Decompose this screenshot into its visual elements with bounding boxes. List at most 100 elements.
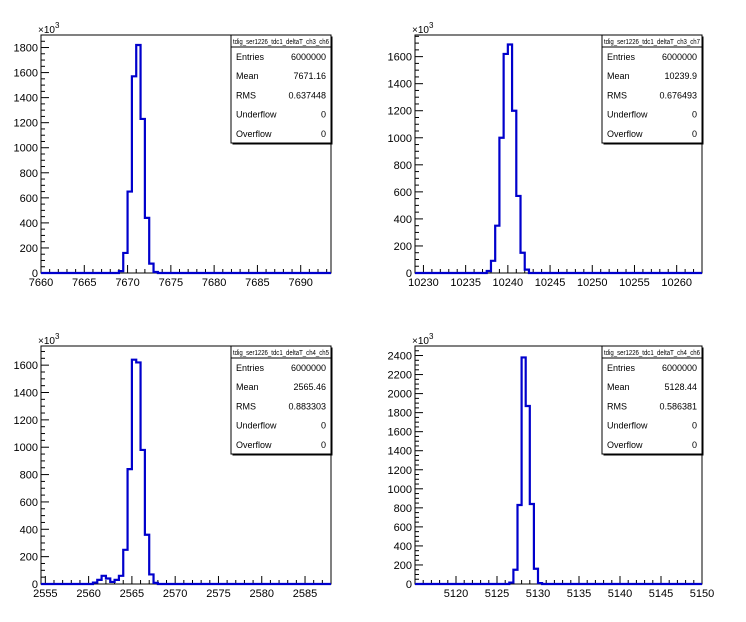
x-tick-label: 10235 xyxy=(450,277,481,289)
stats-label: RMS xyxy=(236,401,256,411)
x-tick-label: 7670 xyxy=(115,277,139,289)
stats-box: tdig_ser1226_tdc1_deltaT_ch3_ch6 Entries 6… xyxy=(230,34,333,145)
histogram-pad-4: 5120 5125 5130 5135 5140 5145 5150 0 200 400 600 80… xyxy=(388,332,715,600)
y-tick-label: 1800 xyxy=(14,43,38,55)
y-exponent-power: 3 xyxy=(429,21,434,30)
x-tick-label: 10240 xyxy=(493,277,524,289)
stats-value: 0 xyxy=(692,110,697,120)
y-exponent-label: ×103 xyxy=(38,332,60,347)
y-exponent-label: ×103 xyxy=(412,332,434,347)
stats-label: RMS xyxy=(236,90,256,100)
histogram-pad-3: 2555 2560 2565 2570 2575 2580 2585 0 200 400 600 80… xyxy=(14,332,333,600)
stats-value: 7671.16 xyxy=(293,71,326,81)
stats-value: 0.883303 xyxy=(288,401,326,411)
stats-box-frame xyxy=(230,34,332,144)
stats-label: Underflow xyxy=(607,421,648,431)
y-tick-label: 1200 xyxy=(388,106,412,118)
y-tick-label: 1800 xyxy=(388,408,412,420)
y-tick-label: 0 xyxy=(32,579,38,591)
x-tick-label: 5150 xyxy=(690,588,714,600)
stats-value: 0.637448 xyxy=(288,90,326,100)
y-tick-label: 1600 xyxy=(14,68,38,80)
x-tick-label: 5120 xyxy=(444,588,468,600)
x-tick-label: 10260 xyxy=(661,277,692,289)
y-tick-label: 1400 xyxy=(388,79,412,91)
y-tick-label: 1200 xyxy=(14,415,38,427)
y-tick-label: 400 xyxy=(394,541,412,553)
y-exponent-base: ×10 xyxy=(38,336,55,347)
stats-value: 0 xyxy=(321,129,326,139)
stats-value: 0 xyxy=(321,421,326,431)
y-tick-label: 800 xyxy=(394,160,412,172)
stats-value: 0 xyxy=(321,440,326,450)
stats-label: Underflow xyxy=(607,110,648,120)
stats-box: tdig_ser1226_tdc1_deltaT_ch4_ch5 Entries 6… xyxy=(230,345,333,456)
stats-label: Overflow xyxy=(607,440,643,450)
stats-title: tdig_ser1226_tdc1_deltaT_ch3_ch6 xyxy=(233,39,329,46)
x-tick-label: 10255 xyxy=(619,277,650,289)
stats-label: Entries xyxy=(607,363,636,373)
stats-label: RMS xyxy=(607,401,627,411)
y-tick-label: 1000 xyxy=(388,484,412,496)
x-tick-label: 5125 xyxy=(485,588,509,600)
y-tick-label: 1400 xyxy=(14,388,38,400)
stats-value: 6000000 xyxy=(291,363,326,373)
x-tick-label: 10245 xyxy=(535,277,566,289)
stats-box: tdig_ser1226_tdc1_deltaT_ch4_ch6 Entries 6… xyxy=(601,345,704,456)
y-exponent-base: ×10 xyxy=(412,25,429,36)
stats-label: Entries xyxy=(236,52,265,62)
stats-label: RMS xyxy=(607,90,627,100)
stats-value: 2565.46 xyxy=(293,382,326,392)
y-tick-label: 0 xyxy=(32,268,38,280)
y-tick-label: 1200 xyxy=(388,465,412,477)
y-tick-label: 400 xyxy=(20,218,38,230)
stats-value: 0 xyxy=(321,110,326,120)
y-exponent-label: ×103 xyxy=(38,21,60,36)
histogram-line xyxy=(415,43,702,275)
y-tick-label: 1000 xyxy=(388,133,412,145)
stats-value: 6000000 xyxy=(662,52,697,62)
y-tick-label: 600 xyxy=(394,522,412,534)
stats-value: 0.586381 xyxy=(659,401,697,411)
y-tick-label: 600 xyxy=(20,497,38,509)
stats-value: 10239.9 xyxy=(664,71,697,81)
x-tick-label: 10230 xyxy=(408,277,439,289)
x-tick-label: 2585 xyxy=(293,588,317,600)
y-tick-label: 200 xyxy=(394,241,412,253)
stats-box: tdig_ser1226_tdc1_deltaT_ch3_ch7 Entries 6… xyxy=(601,34,704,145)
y-tick-label: 400 xyxy=(20,524,38,536)
y-tick-label: 400 xyxy=(394,214,412,226)
stats-label: Underflow xyxy=(236,110,277,120)
y-tick-label: 200 xyxy=(20,243,38,255)
y-exponent-power: 3 xyxy=(55,332,60,341)
y-tick-label: 2000 xyxy=(388,389,412,401)
stats-label: Overflow xyxy=(236,129,272,139)
stats-label: Underflow xyxy=(236,421,277,431)
y-tick-label: 2400 xyxy=(388,351,412,363)
stats-label: Entries xyxy=(607,52,636,62)
x-tick-label: 2570 xyxy=(163,588,187,600)
stats-label: Mean xyxy=(236,382,259,392)
x-tick-label: 5145 xyxy=(649,588,673,600)
y-tick-label: 1200 xyxy=(14,118,38,130)
x-tick-label: 5140 xyxy=(608,588,632,600)
y-exponent-power: 3 xyxy=(429,332,434,341)
x-tick-label: 5130 xyxy=(526,588,550,600)
y-tick-label: 0 xyxy=(406,268,412,280)
x-tick-label: 10250 xyxy=(577,277,608,289)
stats-label: Mean xyxy=(607,382,630,392)
y-tick-label: 600 xyxy=(20,193,38,205)
x-tick-label: 2560 xyxy=(76,588,100,600)
stats-value: 0.676493 xyxy=(659,90,697,100)
y-tick-label: 200 xyxy=(394,560,412,572)
y-exponent-label: ×103 xyxy=(412,21,434,36)
stats-box-frame xyxy=(601,34,703,144)
y-tick-label: 1600 xyxy=(388,427,412,439)
stats-box-frame xyxy=(230,345,332,455)
y-tick-label: 800 xyxy=(394,503,412,515)
x-tick-label: 7690 xyxy=(288,277,312,289)
stats-value: 0 xyxy=(692,440,697,450)
stats-value: 6000000 xyxy=(291,52,326,62)
stats-label: Mean xyxy=(236,71,259,81)
y-tick-label: 800 xyxy=(20,470,38,482)
